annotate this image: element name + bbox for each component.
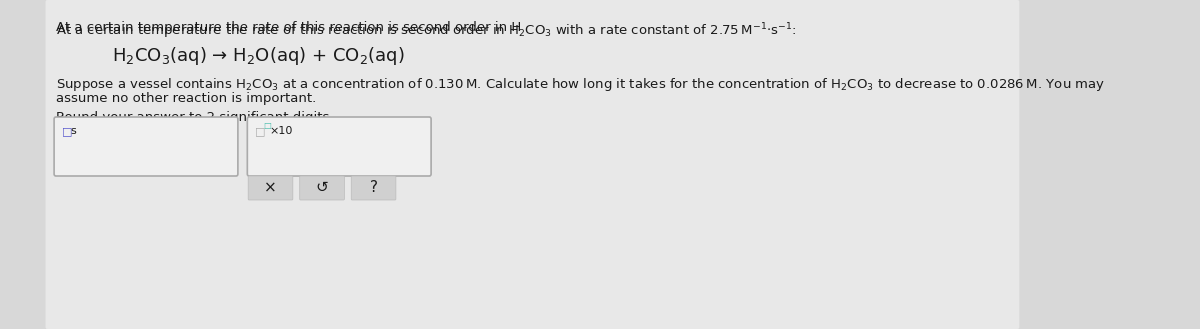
Text: assume no other reaction is important.: assume no other reaction is important.: [56, 92, 316, 105]
Text: ?: ?: [370, 180, 378, 195]
FancyBboxPatch shape: [300, 176, 344, 200]
Text: □: □: [264, 121, 271, 130]
Text: H$_2$CO$_3$(aq) → H$_2$O(aq) + CO$_2$(aq): H$_2$CO$_3$(aq) → H$_2$O(aq) + CO$_2$(aq…: [112, 45, 404, 67]
Text: Round your answer to 2 significant digits.: Round your answer to 2 significant digit…: [56, 111, 334, 124]
FancyBboxPatch shape: [46, 0, 1019, 329]
FancyBboxPatch shape: [248, 176, 293, 200]
Text: Suppose a vessel contains H$_2$CO$_3$ at a concentration of 0.130 M. Calculate h: Suppose a vessel contains H$_2$CO$_3$ at…: [56, 76, 1105, 93]
Text: □: □: [62, 126, 72, 136]
FancyBboxPatch shape: [247, 117, 431, 176]
FancyBboxPatch shape: [54, 117, 238, 176]
Text: ×10: ×10: [270, 126, 293, 136]
Text: At a certain temperature the rate of this reaction is second order in H: At a certain temperature the rate of thi…: [56, 21, 521, 34]
Text: □: □: [256, 126, 265, 136]
Text: s: s: [71, 126, 76, 136]
Text: ×: ×: [264, 180, 277, 195]
Text: At a certain temperature the rate of this reaction is second order in H$_2$CO$_3: At a certain temperature the rate of thi…: [56, 21, 797, 40]
Text: ↺: ↺: [316, 180, 329, 195]
FancyBboxPatch shape: [352, 176, 396, 200]
